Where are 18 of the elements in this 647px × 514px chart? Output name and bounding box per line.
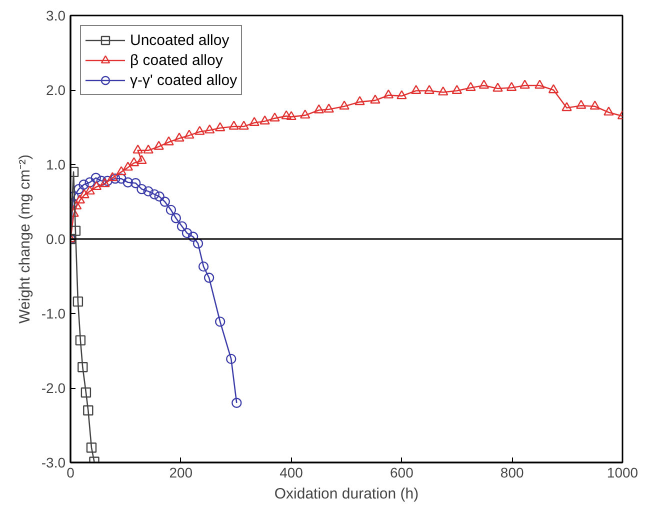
x-tick-label: 0	[66, 464, 75, 480]
y-tick-label: 2.0	[46, 82, 66, 98]
y-tick-label: 0.0	[46, 231, 66, 247]
y-tick-label: -3.0	[41, 454, 66, 470]
x-tick-label: 400	[280, 464, 304, 480]
y-axis-title: Weight change (mg cm⁻²)	[16, 154, 34, 324]
y-tick-label: 1.0	[46, 156, 66, 172]
y-tick-label: 3.0	[46, 8, 66, 24]
x-tick-label: 600	[390, 464, 414, 480]
legend-label: β coated alloy	[130, 51, 223, 69]
x-tick-label: 800	[500, 464, 524, 480]
legend-label: Uncoated alloy	[130, 31, 230, 49]
x-tick-label: 1000	[606, 464, 638, 480]
y-tick-label: -1.0	[41, 306, 66, 322]
legend-label: γ-γ' coated alloy	[130, 71, 238, 89]
x-axis-title: Oxidation duration (h)	[274, 486, 419, 502]
y-tick-label: -2.0	[41, 380, 66, 396]
x-tick-label: 200	[169, 464, 193, 480]
